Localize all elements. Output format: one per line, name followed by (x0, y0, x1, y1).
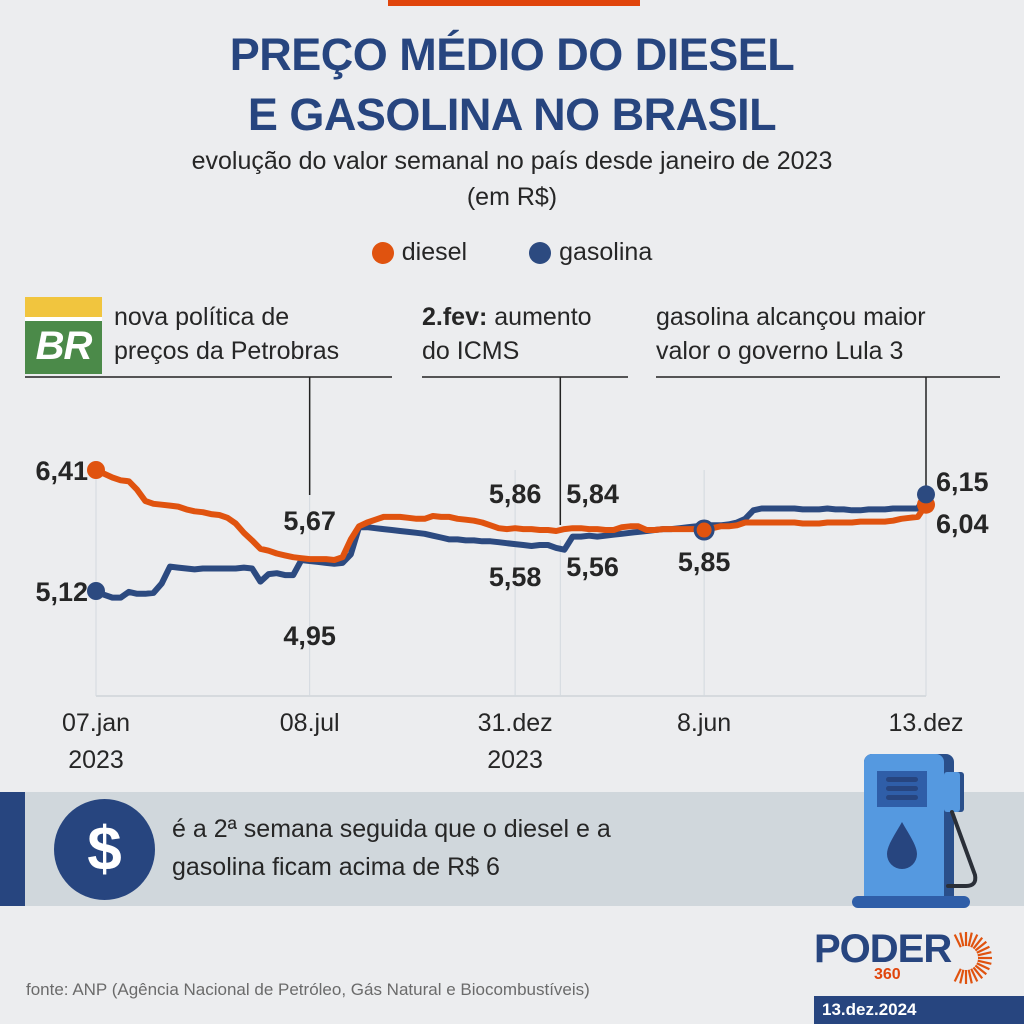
marker-crossing-8jun (693, 519, 715, 541)
sunburst-ray (959, 932, 965, 947)
x-tick-label-year: 2023 (68, 746, 124, 774)
data-label-diesel: 6,41 (35, 456, 88, 486)
data-label-diesel: 4,95 (283, 621, 336, 651)
x-tick-label: 8.jun (677, 709, 731, 737)
fuel-pump-icon (852, 754, 978, 908)
data-label-gasolina: 5,56 (566, 552, 619, 582)
petrobras-br-logo: BR (25, 297, 102, 374)
data-label-gasolina: 5,58 (489, 562, 542, 592)
sunburst-ray (972, 936, 984, 950)
sunburst-ray (972, 966, 984, 980)
poder360-logo: PODER 360 (814, 926, 1024, 988)
poder360-subbrand: 360 (874, 966, 901, 983)
sunburst-ray (976, 945, 990, 954)
legend: diesel gasolina (0, 238, 1024, 267)
x-tick-label: 08.jul (280, 709, 340, 737)
sunburst-ray (967, 932, 973, 947)
x-tick-label: 07.jan (62, 709, 130, 737)
chart-subtitle-line2: (em R$) (466, 183, 558, 211)
sunburst-ray (976, 962, 990, 971)
data-label-diesel: 5,84 (566, 479, 619, 509)
legend-item-diesel: diesel (371, 238, 468, 267)
data-label-diesel: 5,86 (489, 479, 542, 509)
sunburst-ray (970, 968, 979, 982)
chart-title-line1: PREÇO MÉDIO DO DIESEL (229, 29, 795, 80)
series-line-diesel (93, 467, 929, 563)
annotation-petrobras-line1: nova política de (114, 303, 290, 331)
legend-dot-gasolina (529, 241, 552, 264)
sunburst-ray (953, 968, 962, 982)
annotation-icms-date: 2.fev: (422, 303, 488, 331)
annotation-lula-line1: gasolina alcançou maior (656, 303, 926, 331)
annotation-lula-line2: valor o governo Lula 3 (656, 337, 904, 365)
sunburst-ray (959, 969, 965, 984)
banner-text: é a 2ª semana seguida que o diesel e a g… (172, 810, 611, 886)
data-label-gasolina: 5,67 (283, 506, 336, 536)
legend-label-gasolina: gasolina (559, 238, 653, 266)
marker-gasolina-end (917, 485, 935, 504)
annotation-petrobras-line2: preços da Petrobras (114, 337, 340, 365)
banner-text-line2: gasolina ficam acima de R$ 6 (172, 853, 500, 881)
annotation-icms-line2: do ICMS (422, 337, 520, 365)
line-chart: 07.jan 2023 08.jul 31.dez 2023 8.jun 13.dez 6,4… (25, 376, 1000, 774)
highlight-banner: $ é a 2ª semana seguida que o diesel e a… (0, 792, 1024, 906)
legend-label-diesel: diesel (401, 238, 468, 266)
legend-item-gasolina: gasolina (529, 238, 652, 267)
x-tick-label-year: 2023 (487, 746, 543, 774)
x-tick-label: 31.dez (478, 709, 553, 737)
data-label-diesel: 5,85 (678, 547, 731, 577)
sunburst-ray (974, 940, 988, 952)
banner-accent-bar (0, 792, 25, 906)
sunburst-ray (953, 934, 962, 948)
chart-subtitle-line1: evolução do valor semanal no país desde … (191, 147, 833, 175)
br-logo-white-band (25, 317, 102, 321)
top-accent-bar (388, 0, 640, 6)
legend-dot-diesel (371, 241, 394, 264)
poder360-wordmark: PODER (814, 927, 952, 971)
x-tick-label: 13.dez (888, 709, 963, 737)
br-logo-text: BR (25, 321, 102, 374)
data-label-diesel: 6,04 (936, 509, 989, 539)
series-line-gasolina (93, 491, 929, 601)
sunburst-ray (977, 951, 992, 957)
source-note: fonte: ANP (Agência Nacional de Petróleo… (26, 980, 590, 999)
annotation-petrobras: nova política de preços da Petrobras (114, 300, 339, 368)
data-label-gasolina: 6,15 (936, 467, 989, 497)
dollar-icon: $ (54, 799, 155, 900)
sunburst-ray (970, 934, 979, 948)
marker-diesel-start (87, 461, 105, 479)
annotation-icms: 2.fev: aumento do ICMS (422, 300, 592, 368)
data-label-gasolina: 5,12 (35, 577, 88, 607)
publication-date: 13.dez.2024 (814, 996, 1024, 1024)
annotation-icms-line1: aumento (487, 303, 592, 331)
sunburst-ray (974, 964, 988, 976)
annotation-lula: gasolina alcançou maior valor o governo … (656, 300, 926, 368)
sunburst-icon (953, 932, 992, 984)
marker-gasolina-start (87, 582, 105, 601)
chart-title-line2: E GASOLINA NO BRASIL (247, 89, 777, 140)
sunburst-ray (977, 959, 992, 965)
br-logo-yellow-band (25, 297, 102, 317)
sunburst-ray (967, 969, 973, 984)
banner-text-line1: é a 2ª semana seguida que o diesel e a (172, 815, 611, 843)
